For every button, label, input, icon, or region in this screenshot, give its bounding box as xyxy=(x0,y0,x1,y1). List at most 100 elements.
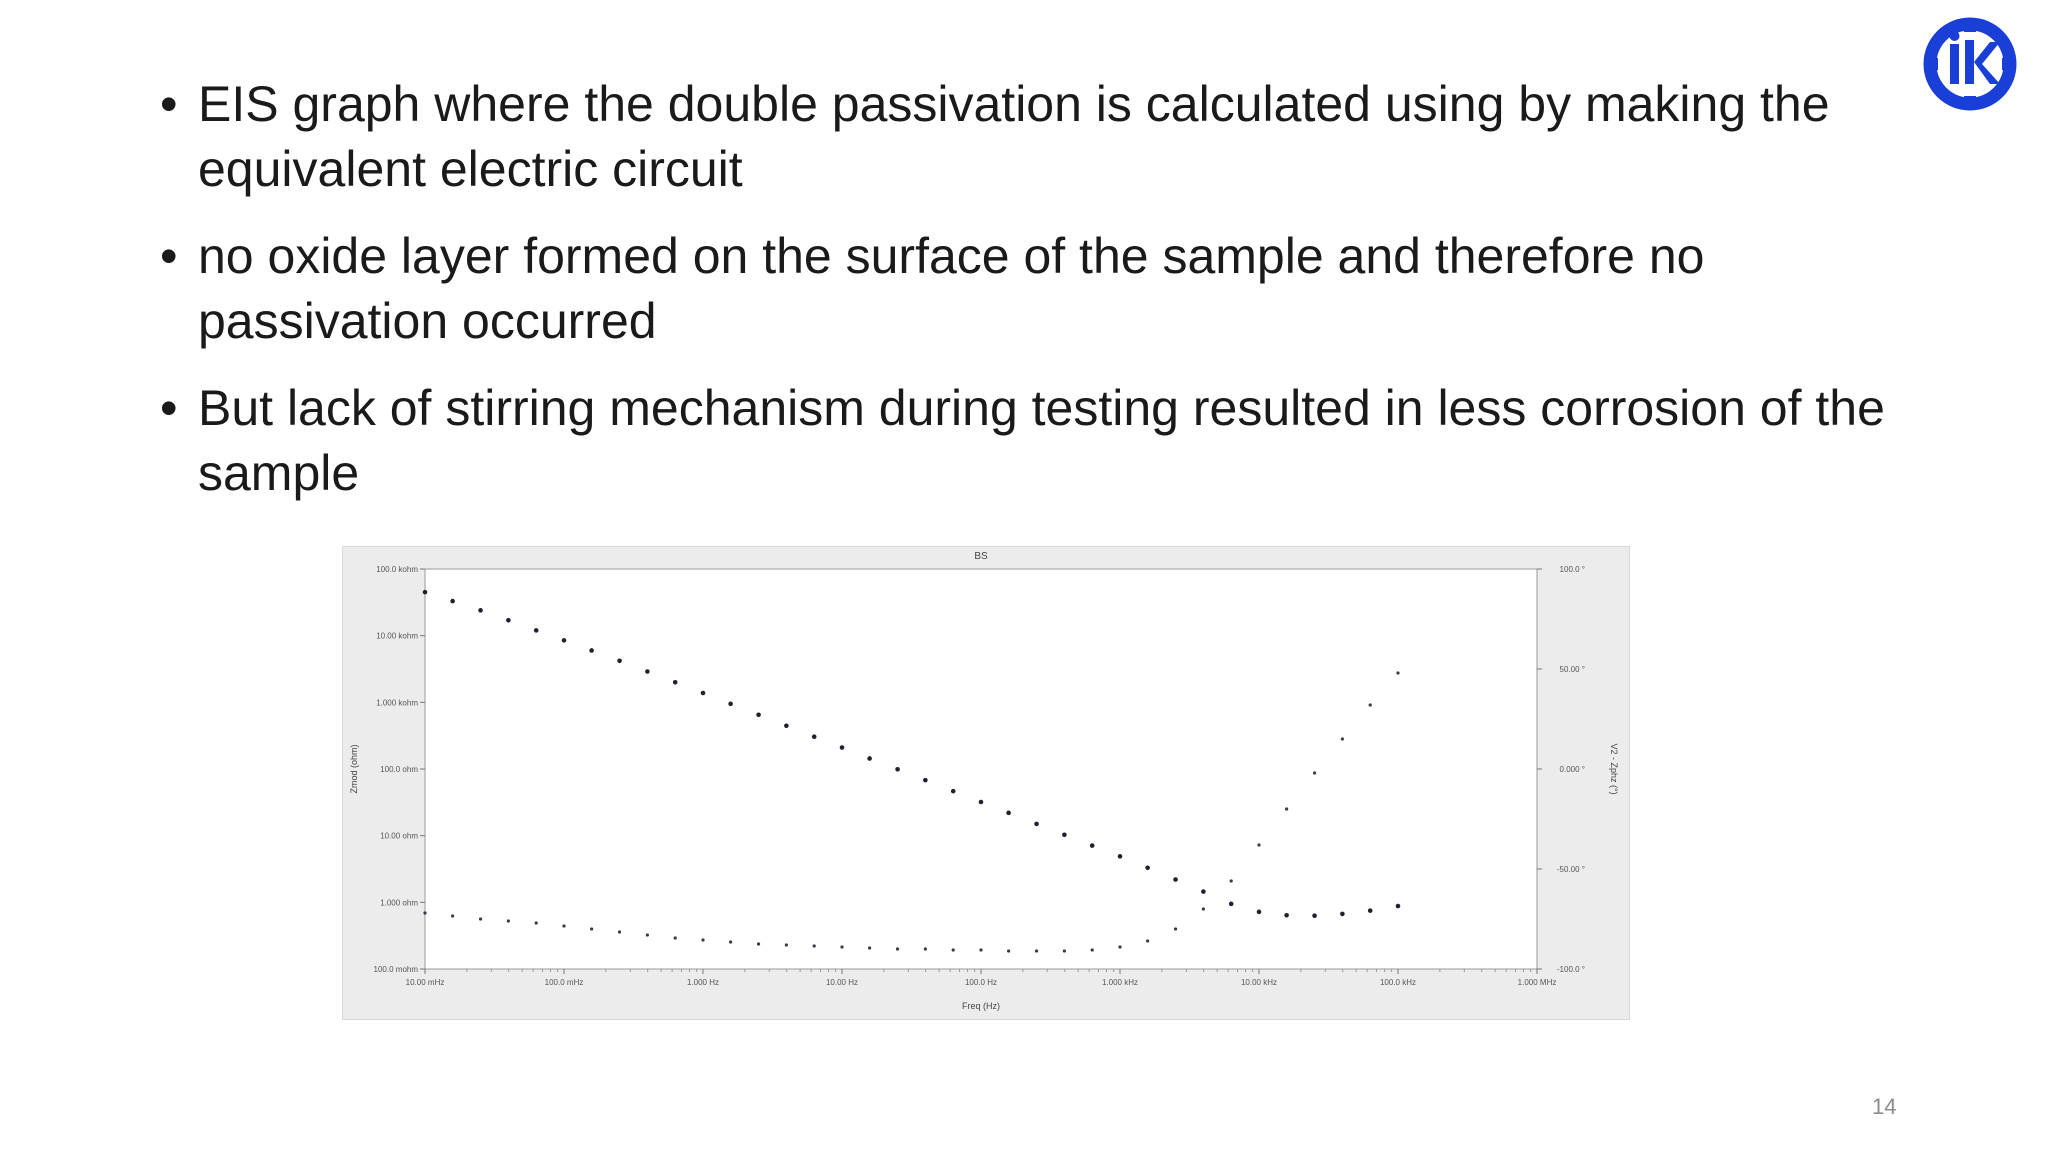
phase-point xyxy=(1285,807,1289,811)
y2-tick-label: -50.00 ° xyxy=(1557,865,1585,874)
phase-point xyxy=(1146,939,1150,943)
iki-logo-icon xyxy=(1923,17,2017,111)
bullet-text: But lack of stirring mechanism during te… xyxy=(198,380,1885,501)
zmod-point xyxy=(1367,908,1373,913)
zmod-point xyxy=(1145,865,1150,871)
phase-point xyxy=(1034,949,1039,953)
phase-point xyxy=(1118,945,1122,949)
chart-title: BS xyxy=(974,551,988,562)
bullet-dot: • xyxy=(160,380,178,436)
page-number: 14 xyxy=(1872,1094,1897,1119)
phase-point xyxy=(562,924,566,928)
bullet-dot: • xyxy=(160,228,178,284)
logo-letter-k-arm xyxy=(1974,42,2000,84)
phase-point xyxy=(1340,737,1344,741)
zmod-point xyxy=(1201,889,1206,894)
phase-point xyxy=(673,936,677,940)
y2-tick-label: 50.00 ° xyxy=(1560,665,1585,674)
zmod-point xyxy=(1340,911,1345,917)
phase-point xyxy=(534,921,538,925)
zmod-point xyxy=(1284,912,1289,918)
zmod-point xyxy=(672,679,678,685)
zmod-point xyxy=(1089,843,1095,848)
phase-point xyxy=(590,927,594,931)
zmod-point xyxy=(1117,854,1123,859)
zmod-point xyxy=(645,669,650,674)
x-axis-label: Freq (Hz) xyxy=(962,1001,1000,1011)
x-tick-label: 1.000 MHz xyxy=(1518,978,1557,987)
zmod-point xyxy=(589,648,594,653)
zmod-point xyxy=(478,608,483,613)
y2-tick-label: 0.000 ° xyxy=(1560,765,1585,774)
logo-tooth-top xyxy=(1964,18,1976,32)
zmod-point xyxy=(978,799,984,805)
zmod-point xyxy=(1034,821,1039,827)
phase-point xyxy=(1007,949,1011,953)
logo-letter-k-stem xyxy=(1965,40,1974,84)
zmod-point xyxy=(895,766,900,772)
zmod-point xyxy=(700,690,706,696)
plot-area xyxy=(424,568,1538,970)
zmod-point xyxy=(1006,810,1011,816)
logo-letter-i xyxy=(1950,44,1959,84)
zmod-point xyxy=(839,745,845,750)
logo-tooth-right xyxy=(2002,58,2016,70)
phase-point xyxy=(1312,771,1317,775)
phase-point xyxy=(1201,907,1205,911)
phase-point xyxy=(729,940,733,944)
phase-point xyxy=(868,946,872,950)
bullet-item: • But lack of stirring mechanism during t… xyxy=(160,376,1920,506)
y-axis-label: Zmod (ohm) xyxy=(349,744,359,793)
bullet-list: • EIS graph where the double passivation … xyxy=(160,72,1920,528)
zmod-point xyxy=(1395,903,1401,909)
zmod-point xyxy=(867,756,872,761)
zmod-point xyxy=(728,701,733,707)
zmod-point xyxy=(450,598,455,604)
phase-point xyxy=(951,948,955,952)
x-tick-label: 100.0 Hz xyxy=(965,978,997,987)
y-tick-label: 100.0 ohm xyxy=(380,765,418,774)
phase-point xyxy=(451,914,455,918)
y-tick-label: 1.000 ohm xyxy=(380,898,418,907)
x-tick-label: 10.00 kHz xyxy=(1241,978,1277,987)
y-tick-label: 100.0 kohm xyxy=(376,565,418,574)
zmod-point xyxy=(1312,913,1317,919)
zmod-point xyxy=(950,788,956,794)
y-tick-label: 10.00 kohm xyxy=(376,632,418,641)
eis-chart-svg: BS Freq (Hz) Zmod (ohm) V2 - Zphz (°) 10… xyxy=(349,551,1619,1011)
zmod-point xyxy=(1062,832,1067,838)
phase-point xyxy=(784,943,788,947)
x-tick-label: 1.000 Hz xyxy=(687,978,719,987)
phase-point xyxy=(423,911,427,915)
phase-point xyxy=(1090,948,1094,952)
eis-chart: BS Freq (Hz) Zmod (ohm) V2 - Zphz (°) 10… xyxy=(342,546,1630,1020)
phase-point xyxy=(756,942,761,946)
logo-tooth-left xyxy=(1924,58,1938,70)
y-tick-label: 10.00 ohm xyxy=(380,832,418,841)
phase-point xyxy=(478,917,483,921)
phase-point xyxy=(701,938,705,942)
zmod-point xyxy=(923,777,928,783)
y2-tick-label: 100.0 ° xyxy=(1560,565,1585,574)
zmod-point xyxy=(811,734,817,740)
zmod-point xyxy=(533,628,539,633)
phase-point xyxy=(1173,927,1178,931)
phase-point xyxy=(1229,879,1233,883)
phase-point xyxy=(617,930,622,934)
zmod-point xyxy=(1256,909,1262,915)
phase-point xyxy=(645,933,649,937)
y2-tick-label: -100.0 ° xyxy=(1557,965,1585,974)
zmod-point xyxy=(784,723,789,729)
phase-point xyxy=(923,947,927,951)
bullet-item: • no oxide layer formed on the surface of… xyxy=(160,224,1920,354)
bullet-dot: • xyxy=(160,76,178,132)
logo-i-dot xyxy=(1949,31,1960,41)
phase-point xyxy=(895,947,900,951)
y-tick-label: 1.000 kohm xyxy=(376,698,418,707)
zmod-point xyxy=(506,618,511,623)
logo-tooth-bottom xyxy=(1964,96,1976,110)
phase-point xyxy=(506,919,510,923)
phase-point xyxy=(840,945,844,949)
zmod-point xyxy=(422,589,428,595)
phase-point xyxy=(812,944,816,948)
